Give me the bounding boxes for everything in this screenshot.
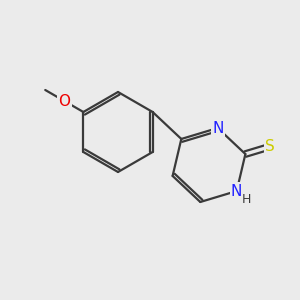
Text: N: N — [231, 184, 242, 199]
Text: S: S — [266, 139, 275, 154]
Text: N: N — [212, 121, 224, 136]
Text: O: O — [58, 94, 70, 109]
Text: H: H — [242, 194, 251, 206]
